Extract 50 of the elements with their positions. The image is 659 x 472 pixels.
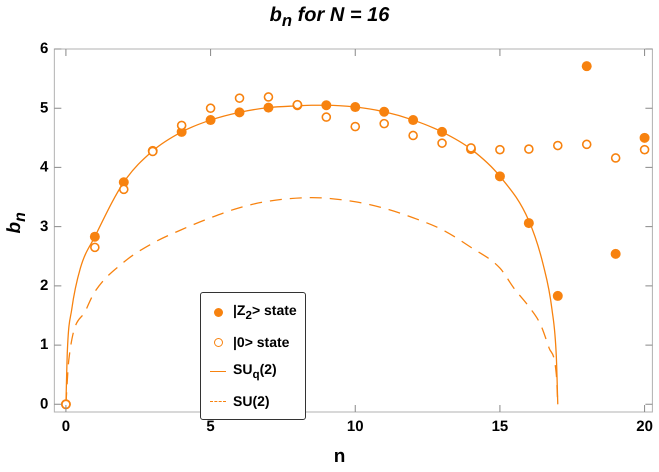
point	[206, 115, 216, 126]
y-tick-label: 4	[40, 158, 49, 176]
point	[437, 126, 448, 137]
point	[640, 132, 650, 143]
point	[350, 102, 360, 112]
legend-label: SU(2)	[233, 392, 270, 411]
point	[176, 120, 186, 130]
y-tick-label: 2	[40, 277, 48, 294]
point	[610, 153, 620, 163]
point	[437, 138, 447, 148]
point	[408, 115, 418, 126]
point	[234, 107, 245, 118]
point	[90, 242, 100, 252]
point	[582, 61, 592, 72]
point	[408, 130, 418, 140]
point	[321, 100, 332, 110]
point	[322, 112, 332, 122]
x-tick-label: 20	[636, 418, 653, 436]
point	[552, 140, 563, 150]
y-tick-label: 6	[40, 40, 48, 58]
y-tick-label: 5	[40, 99, 48, 116]
x-axis-title: n	[332, 446, 346, 468]
point	[234, 93, 244, 103]
point	[524, 144, 534, 154]
point	[610, 248, 621, 259]
x-tick-label: 15	[492, 418, 508, 436]
point	[524, 218, 534, 228]
legend-label: |0> state	[233, 332, 290, 352]
point	[90, 232, 100, 242]
point	[552, 290, 563, 301]
y-tick-label: 3	[40, 218, 48, 235]
point	[206, 103, 216, 114]
point	[350, 122, 360, 132]
point	[264, 92, 274, 102]
point	[263, 102, 274, 113]
point	[494, 171, 505, 182]
point	[379, 118, 389, 128]
chart-title: b$_{n}$ for N = 16	[268, 4, 390, 31]
y-tick-label: 1	[40, 336, 48, 354]
point	[640, 144, 650, 154]
x-tick-label: 5	[206, 418, 215, 436]
point	[495, 144, 505, 154]
point	[582, 140, 592, 150]
legend-label: |Z$_{2}$> state	[233, 301, 297, 324]
y-tick-label: 0	[40, 395, 48, 412]
x-tick-label: 10	[346, 418, 364, 436]
legend-label: SU$_{q}$(2)	[233, 360, 277, 383]
point	[379, 106, 390, 117]
x-tick-label: 0	[62, 418, 70, 436]
point	[118, 184, 129, 194]
